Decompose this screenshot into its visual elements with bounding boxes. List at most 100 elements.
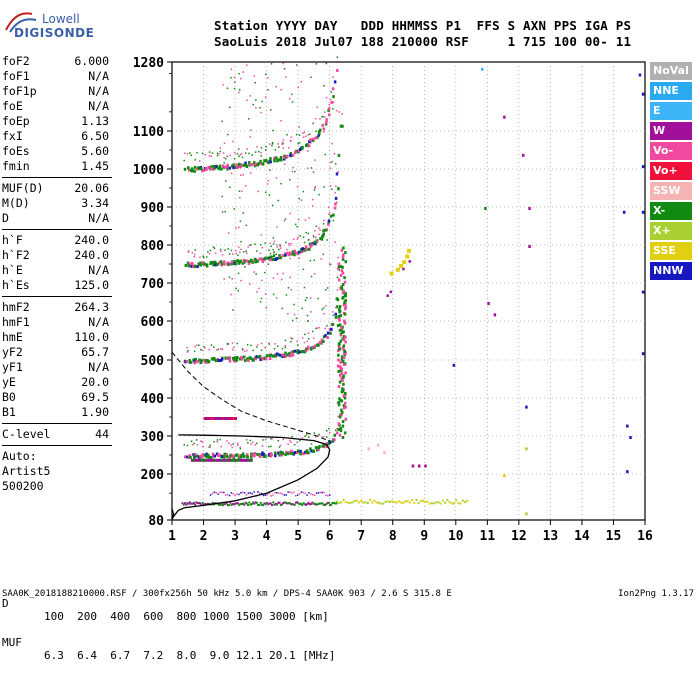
echo-trace-point: [322, 127, 326, 131]
es-band-point: [424, 500, 427, 503]
x-tick-label: 15: [606, 529, 622, 544]
upper-echo-point: [314, 117, 317, 120]
echo-trace-point: [215, 165, 218, 169]
es-band-point: [308, 503, 311, 506]
echo-trace-point: [232, 163, 235, 167]
upper-echo-point: [269, 143, 271, 145]
low-band-point: [246, 458, 249, 462]
es-band-point: [455, 499, 458, 502]
upper-echo-point: [239, 166, 241, 168]
echo-trace-point: [261, 260, 265, 264]
echo-trace-point: [205, 263, 209, 267]
param-name: yF1: [2, 360, 23, 374]
echo-trace-point: [251, 260, 254, 264]
es-band-point: [327, 501, 330, 504]
echo-scatter-point: [337, 415, 339, 418]
echo-trace-point: [213, 166, 216, 170]
echo-scatter-point: [264, 149, 267, 151]
upper-echo-point: [314, 186, 317, 188]
cusp-point: [340, 328, 344, 332]
upper-echo-point: [281, 307, 283, 310]
echo-scatter-point: [315, 327, 317, 330]
echo-scatter-point: [336, 402, 339, 404]
echo-trace-point: [327, 222, 330, 226]
es-band-point: [404, 500, 407, 503]
echo-scatter-point: [216, 441, 219, 443]
echo-trace-point: [332, 95, 335, 99]
upper-echo-point: [308, 217, 310, 219]
upper-echo-point: [315, 225, 318, 228]
echo-trace-point: [205, 455, 209, 459]
echo-trace-point: [313, 346, 316, 350]
cusp-point: [342, 363, 346, 367]
echo-scatter-point: [247, 246, 249, 248]
param-name: h`F: [2, 233, 23, 247]
echo-trace-point: [333, 80, 337, 84]
param-separator: [2, 177, 112, 178]
upper-echo-point: [305, 231, 307, 234]
low-band-point: [203, 458, 206, 462]
echo-scatter-point: [200, 440, 202, 442]
echo-trace-point: [234, 165, 238, 169]
low-band-point: [241, 458, 244, 462]
es-band-point: [428, 502, 431, 505]
legend-item: Vo-: [650, 142, 692, 160]
echo-scatter-point: [218, 153, 220, 155]
echo-scatter-point: [194, 159, 197, 161]
echo-scatter-point: [235, 252, 237, 255]
low-band-point: [233, 417, 236, 420]
echo-scatter-point: [183, 444, 186, 446]
upper-echo-point: [269, 169, 271, 171]
header-line-2: SaoLuis 2018 Jul07 188 210000 RSF 1 715 …: [214, 34, 632, 49]
upper-echo-point: [264, 96, 267, 98]
echo-trace-point: [207, 165, 210, 169]
cusp-point: [344, 302, 347, 306]
echo-scatter-point: [279, 444, 282, 447]
es-band-point: [315, 503, 318, 506]
echo-scatter-point: [326, 430, 328, 432]
es-band-point: [323, 491, 325, 494]
echo-scatter-point: [196, 444, 199, 446]
echo-trace-point: [269, 255, 273, 259]
echo-trace-point: [193, 165, 197, 169]
oblique-echo-point: [408, 260, 411, 263]
upper-echo-point: [289, 257, 291, 260]
cusp-point: [341, 389, 345, 393]
echo-trace-point: [228, 456, 232, 460]
low-band-point: [225, 417, 228, 420]
upper-echo-point: [291, 319, 294, 322]
upper-echo-point: [266, 183, 269, 185]
es-band-point: [466, 499, 469, 502]
echo-scatter-point: [285, 241, 287, 244]
echo-scatter-point: [216, 439, 219, 441]
low-band-point: [214, 458, 217, 462]
echo-scatter-point: [255, 346, 258, 348]
echo-trace-point: [217, 261, 221, 265]
param-value: 125.0: [74, 278, 109, 292]
echo-scatter-point: [219, 248, 222, 251]
echo-scatter-point: [322, 223, 325, 225]
echo-trace-point: [241, 261, 245, 265]
cusp-point: [341, 387, 344, 391]
low-band-point: [224, 417, 227, 420]
echo-scatter-point: [284, 344, 287, 347]
low-band-point: [201, 458, 204, 462]
ionogram-plot: 1 2 3 4 5 6 7 8 9 10 11 12 13 14 15 1680200300400500600…: [133, 56, 653, 544]
echo-trace-point: [232, 166, 235, 170]
legend-item: E: [650, 102, 692, 120]
echo-trace-point: [193, 454, 196, 458]
echo-scatter-point: [227, 248, 229, 250]
upper-echo-point: [301, 250, 303, 253]
cusp-point: [343, 312, 347, 316]
cusp-point: [341, 257, 345, 261]
param-separator: [2, 229, 112, 230]
es-band-point: [265, 501, 268, 504]
param-row: hmF1 N/A: [2, 315, 164, 330]
upper-echo-point: [223, 142, 226, 145]
upper-echo-point: [307, 249, 309, 251]
echo-scatter-point: [271, 142, 274, 145]
echo-scatter-point: [303, 131, 306, 134]
echo-scatter-point: [277, 439, 280, 442]
param-value: N/A: [88, 99, 109, 113]
cusp-point: [338, 380, 342, 384]
